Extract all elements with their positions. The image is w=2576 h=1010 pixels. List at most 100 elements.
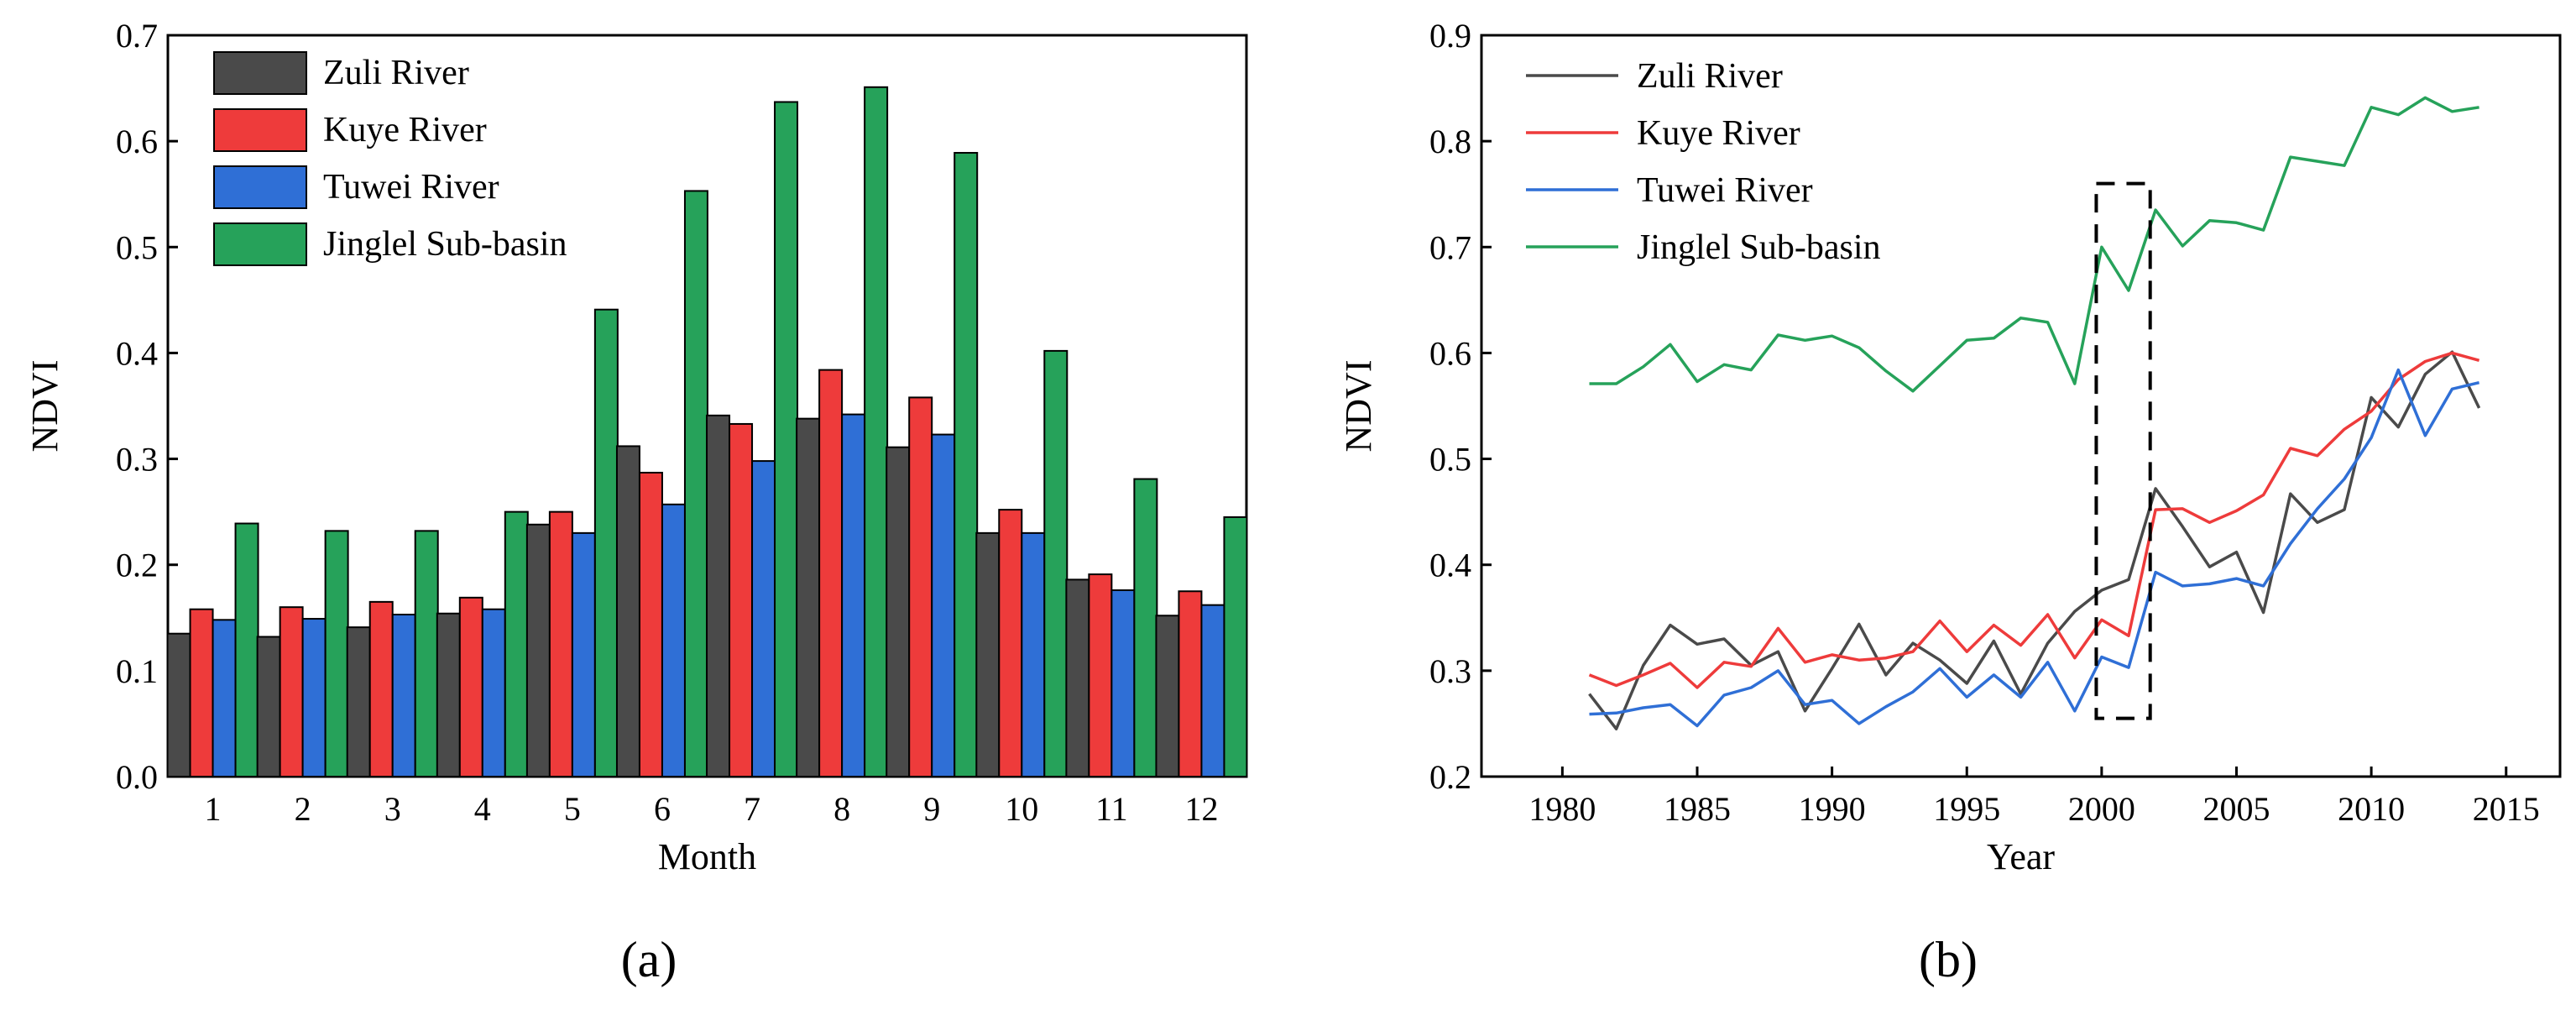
x-tick-label-a: 7 (744, 790, 760, 828)
legend-swatch-a (213, 108, 307, 152)
bar (1110, 589, 1136, 778)
bar (1088, 573, 1113, 777)
bar (954, 152, 979, 778)
y-tick-label-a: 0.4 (116, 334, 158, 372)
plot-frame-b (1480, 34, 2562, 778)
bar (166, 632, 191, 778)
x-tick-label-a: 3 (384, 790, 401, 828)
bar (774, 101, 799, 778)
bar (481, 608, 506, 777)
legend-swatch-a (213, 51, 307, 95)
bar (324, 530, 349, 777)
bar (706, 414, 731, 777)
x-tick-label-a: 5 (564, 790, 581, 828)
legend-label-b: Jinglel Sub-basin (1637, 228, 1881, 267)
y-tick-label-b: 0.5 (1429, 441, 1471, 479)
y-tick-label-a: 0.1 (116, 652, 158, 690)
legend-label-b: Tuwei River (1637, 171, 1813, 210)
y-tick-label-b: 0.7 (1429, 228, 1471, 266)
bar (796, 417, 821, 777)
x-tick-label-b: 2005 (2203, 790, 2270, 828)
legend-label-b: Kuye River (1637, 114, 1800, 153)
bar (212, 619, 237, 778)
bar (391, 614, 416, 777)
x-tick-label-a: 4 (474, 790, 491, 828)
bar (1065, 578, 1090, 777)
bar (998, 509, 1023, 777)
legend-swatch-a (213, 222, 307, 266)
series-line (1589, 368, 2480, 728)
panel-label-a: (a) (621, 932, 677, 987)
x-axis-title-b: Year (1987, 836, 2055, 877)
y-tick-label-a: 0.3 (116, 441, 158, 479)
y-tick-label-b: 0.3 (1429, 652, 1471, 690)
bar (975, 531, 1001, 777)
bar (908, 396, 933, 777)
bar (638, 471, 663, 777)
bar (346, 626, 371, 777)
x-tick-label-b: 2010 (2338, 790, 2405, 828)
x-tick-label-a: 2 (295, 790, 311, 828)
x-axis-title-a: Month (658, 836, 756, 877)
x-tick-label-b: 1980 (1528, 790, 1596, 828)
y-tick-label-a: 0.6 (116, 123, 158, 160)
legend-label-a: Jinglel Sub-basin (323, 225, 567, 264)
x-tick-label-a: 1 (205, 790, 222, 828)
bar (1021, 531, 1046, 777)
bar (1223, 515, 1248, 777)
y-tick-label-b: 0.2 (1429, 758, 1471, 796)
bar (841, 413, 866, 777)
x-tick-label-b: 1990 (1799, 790, 1866, 828)
x-tick-label-a: 6 (654, 790, 671, 828)
legend-label-b: Zuli River (1637, 57, 1783, 96)
bar (593, 308, 619, 777)
bar-chart-panel-a: 0.00.10.20.30.40.50.60.71 2 3 4 5 6 7 8 9 10 11 12M… (24, 17, 1248, 877)
dashed-annotation-box (2094, 181, 2152, 720)
legend-swatch-a (213, 165, 307, 209)
x-tick-label-a: 12 (1184, 790, 1218, 828)
y-tick-label-b: 0.9 (1429, 17, 1471, 55)
y-axis-title-b: NDVI (1338, 360, 1379, 453)
y-tick-label-b: 0.8 (1429, 123, 1471, 160)
x-tick-label-b: 2000 (2068, 790, 2135, 828)
legend-label-a: Zuli River (323, 54, 469, 92)
bar (504, 510, 529, 778)
series-line (1588, 350, 2481, 730)
y-axis-title-a: NDVI (24, 360, 65, 453)
bar (683, 190, 708, 777)
bar (414, 530, 439, 777)
bar (368, 600, 394, 777)
bar (1155, 615, 1180, 778)
legend-label-a: Kuye River (323, 111, 487, 149)
x-tick-label-a: 10 (1005, 790, 1038, 828)
bar (189, 608, 214, 777)
bar (301, 618, 327, 777)
bar (1043, 349, 1069, 777)
bar (1200, 604, 1225, 777)
legend-label-a: Tuwei River (323, 168, 499, 207)
bar (548, 510, 573, 778)
bar (1178, 590, 1203, 777)
bar (458, 596, 483, 777)
bar (886, 446, 911, 778)
x-tick-label-b: 1985 (1664, 790, 1731, 828)
bar (615, 445, 640, 777)
series-line (1588, 351, 2480, 689)
x-tick-label-a: 11 (1095, 790, 1128, 828)
y-tick-label-a: 0.5 (116, 228, 158, 266)
bar (279, 606, 304, 778)
bar (1133, 478, 1158, 777)
panel-label-b: (b) (1919, 932, 1978, 987)
bar (571, 531, 596, 777)
bar (436, 612, 461, 777)
x-tick-label-b: 2015 (2473, 790, 2540, 828)
y-tick-label-a: 0.0 (116, 758, 158, 796)
bar (864, 86, 889, 777)
x-tick-label-a: 9 (923, 790, 940, 828)
line-chart-panel-b: 0.2 0.3 0.4 0.5 0.6 0.7 0.8 0.9 1980 1985 1990 1995… (1338, 17, 2562, 877)
y-tick-label-a: 0.7 (116, 17, 158, 55)
bar (661, 503, 686, 777)
bar (525, 523, 551, 778)
bar (256, 636, 281, 778)
